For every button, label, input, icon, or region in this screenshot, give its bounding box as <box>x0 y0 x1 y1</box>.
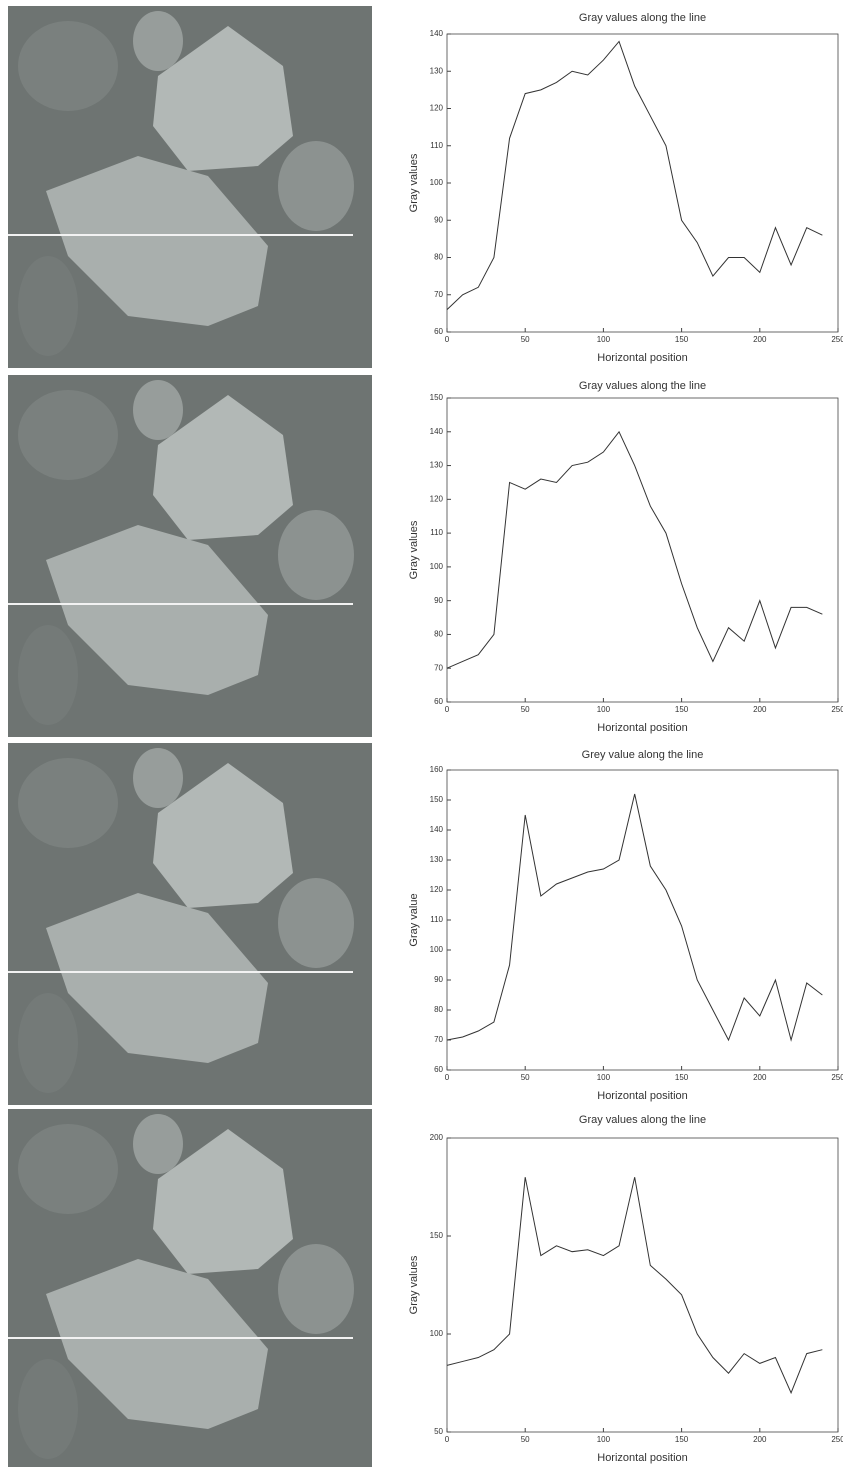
y-axis-label: Gray value <box>408 893 420 946</box>
y-tick-label: 110 <box>430 915 443 924</box>
x-tick-label: 250 <box>831 1073 843 1082</box>
x-tick-label: 0 <box>445 705 450 714</box>
y-tick-label: 60 <box>434 1065 443 1074</box>
y-tick-label: 90 <box>434 596 443 605</box>
y-tick-label: 110 <box>430 141 443 150</box>
y-tick-label: 130 <box>430 855 444 864</box>
x-tick-label: 200 <box>753 1073 767 1082</box>
y-tick-label: 110 <box>430 528 443 537</box>
x-tick-label: 250 <box>831 335 843 344</box>
y-tick-label: 140 <box>430 29 444 38</box>
x-tick-label: 50 <box>521 705 530 714</box>
x-tick-label: 0 <box>445 335 450 344</box>
y-tick-label: 70 <box>434 290 443 299</box>
figure: Gray values along the line Horizontal pos… <box>0 0 843 1467</box>
plot-frame <box>447 398 838 702</box>
x-tick-label: 100 <box>597 705 611 714</box>
x-tick-label: 200 <box>753 705 767 714</box>
chart-title: Gray values along the line <box>579 1114 706 1126</box>
x-tick-label: 50 <box>521 1073 530 1082</box>
y-tick-label: 160 <box>430 765 444 774</box>
y-tick-label: 150 <box>430 795 444 804</box>
y-tick-label: 70 <box>434 663 443 672</box>
x-axis-label: Horizontal position <box>597 1090 688 1102</box>
y-axis-label: Gray values <box>408 520 420 579</box>
chart-title: Grey value along the line <box>582 749 704 761</box>
x-tick-label: 150 <box>675 1435 689 1444</box>
y-tick-label: 60 <box>434 327 443 336</box>
x-tick-label: 0 <box>445 1435 450 1444</box>
y-tick-label: 150 <box>430 1231 444 1240</box>
gray-profile-line <box>447 1177 822 1393</box>
y-tick-label: 90 <box>434 215 443 224</box>
x-tick-label: 250 <box>831 705 843 714</box>
sample-image <box>8 6 372 368</box>
plot-frame <box>447 34 838 332</box>
sample-image <box>8 743 372 1105</box>
x-tick-label: 50 <box>521 1435 530 1444</box>
x-tick-label: 250 <box>831 1435 843 1444</box>
y-tick-label: 80 <box>434 630 443 639</box>
y-tick-label: 140 <box>430 427 444 436</box>
x-tick-label: 150 <box>675 1073 689 1082</box>
y-tick-label: 80 <box>434 1005 443 1014</box>
y-tick-label: 50 <box>434 1427 443 1436</box>
y-axis-label: Gray values <box>408 1255 420 1314</box>
x-tick-label: 100 <box>597 335 611 344</box>
plot-frame <box>447 1138 838 1432</box>
y-tick-label: 130 <box>430 66 444 75</box>
y-tick-label: 120 <box>430 494 444 503</box>
x-tick-label: 150 <box>675 335 689 344</box>
x-tick-label: 150 <box>675 705 689 714</box>
x-axis-label: Horizontal position <box>597 352 688 364</box>
sample-image <box>8 1109 372 1467</box>
sample-image <box>8 375 372 737</box>
y-tick-label: 90 <box>434 975 443 984</box>
chart-title: Gray values along the line <box>579 380 706 392</box>
x-axis-label: Horizontal position <box>597 1452 688 1464</box>
y-tick-label: 100 <box>430 945 444 954</box>
y-tick-label: 70 <box>434 1035 443 1044</box>
chart-title: Gray values along the line <box>579 12 706 24</box>
y-tick-label: 140 <box>430 825 444 834</box>
y-tick-label: 130 <box>430 461 444 470</box>
x-tick-label: 100 <box>597 1073 611 1082</box>
y-tick-label: 60 <box>434 697 443 706</box>
y-tick-label: 120 <box>430 885 444 894</box>
y-tick-label: 200 <box>430 1133 444 1142</box>
plot-frame <box>447 770 838 1070</box>
y-tick-label: 150 <box>430 393 444 402</box>
y-tick-label: 100 <box>430 1329 444 1338</box>
x-tick-label: 200 <box>753 1435 767 1444</box>
gray-profile-line <box>447 432 822 668</box>
x-tick-label: 0 <box>445 1073 450 1082</box>
y-axis-label: Gray values <box>408 153 420 212</box>
x-tick-label: 100 <box>597 1435 611 1444</box>
y-tick-label: 80 <box>434 253 443 262</box>
y-tick-label: 100 <box>430 178 444 187</box>
gray-profile-line <box>447 794 822 1040</box>
x-tick-label: 50 <box>521 335 530 344</box>
y-tick-label: 120 <box>430 104 444 113</box>
y-tick-label: 100 <box>430 562 444 571</box>
gray-profile-line <box>447 41 822 309</box>
x-axis-label: Horizontal position <box>597 722 688 734</box>
x-tick-label: 200 <box>753 335 767 344</box>
